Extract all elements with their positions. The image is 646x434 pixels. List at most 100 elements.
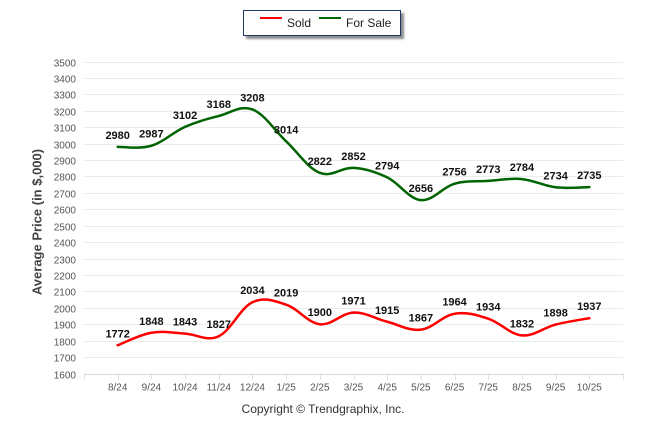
y-tick-label: 3300 — [54, 91, 77, 102]
legend-swatch-sold — [260, 17, 282, 19]
legend-label-sold: Sold — [287, 16, 312, 30]
data-label-for-sale: 2852 — [341, 151, 365, 163]
data-point-for-sale — [284, 140, 288, 143]
y-axis-ticks: 1600 1700 1800 1900 2000 2100 2200 2300 2400 2500… — [54, 59, 77, 382]
data-point-for-sale — [453, 182, 456, 185]
data-point-sold — [453, 312, 456, 315]
data-point-for-sale — [588, 185, 591, 189]
series-lines — [116, 106, 591, 347]
data-point-for-sale — [520, 177, 524, 181]
data-label-for-sale: 3208 — [240, 92, 264, 104]
data-point-sold — [217, 335, 220, 338]
data-label-sold: 2034 — [240, 285, 265, 297]
data-point-sold — [520, 334, 524, 337]
x-tick-label: 6/25 — [445, 383, 465, 394]
data-label-sold: 1898 — [543, 308, 567, 320]
data-label-for-sale: 2773 — [476, 164, 500, 176]
data-point-for-sale — [183, 125, 187, 129]
data-label-for-sale: 2756 — [442, 167, 466, 179]
data-point-sold — [487, 317, 490, 320]
x-tick-label: 2/25 — [310, 383, 330, 394]
data-label-sold: 1900 — [308, 307, 332, 319]
y-tick-label: 1700 — [54, 354, 77, 365]
data-point-sold — [183, 332, 187, 335]
data-point-for-sale — [116, 145, 119, 149]
data-point-sold — [116, 344, 119, 347]
data-label-for-sale: 2734 — [543, 170, 568, 182]
legend: Sold For Sale — [243, 10, 401, 36]
x-tick-label: 10/24 — [173, 383, 198, 394]
y-tick-label: 1900 — [54, 321, 77, 332]
data-point-sold — [554, 323, 557, 326]
y-tick-label: 3200 — [54, 108, 77, 119]
x-tick-label: 10/25 — [577, 383, 602, 394]
data-label-sold: 1832 — [510, 318, 534, 330]
data-point-sold — [385, 320, 389, 323]
data-label-for-sale: 2987 — [139, 129, 163, 141]
y-tick-label: 2100 — [54, 288, 77, 299]
data-point-for-sale — [352, 166, 355, 170]
data-label-for-sale: 2735 — [577, 170, 601, 182]
data-point-for-sale — [487, 179, 490, 183]
data-point-for-sale — [150, 144, 153, 147]
y-tick-label: 3500 — [54, 59, 77, 70]
data-point-for-sale — [554, 186, 557, 189]
x-tick-label: 5/25 — [411, 383, 431, 394]
data-label-for-sale: 3168 — [207, 99, 231, 111]
data-labels: 1772 1848 1843 1827 2034 2019 1900 1971 1915 1867… — [105, 92, 601, 340]
data-label-sold: 1964 — [442, 297, 467, 309]
data-point-sold — [352, 311, 355, 314]
data-label-sold: 1867 — [409, 313, 433, 325]
data-label-sold: 1937 — [577, 301, 601, 313]
data-point-sold — [588, 316, 591, 320]
y-tick-label: 2700 — [54, 190, 77, 201]
y-tick-label: 3400 — [54, 75, 77, 86]
data-point-sold — [284, 303, 288, 306]
data-label-for-sale: 3014 — [274, 124, 299, 136]
x-tick-label: 9/24 — [142, 383, 162, 394]
data-label-sold: 1843 — [173, 317, 197, 329]
data-label-for-sale: 2784 — [510, 162, 535, 174]
x-tick-label: 3/25 — [344, 383, 364, 394]
legend-swatch-for-sale — [319, 17, 341, 19]
data-label-for-sale: 3102 — [173, 110, 197, 122]
legend-label-for-sale: For Sale — [346, 16, 392, 30]
x-tick-label: 8/24 — [108, 383, 128, 394]
data-label-sold: 1934 — [476, 302, 501, 314]
data-label-for-sale: 2794 — [375, 160, 400, 172]
x-tick-label: 4/25 — [377, 383, 397, 394]
data-label-sold: 1915 — [375, 305, 399, 317]
data-label-sold: 2019 — [274, 288, 298, 300]
y-tick-label: 1600 — [54, 371, 77, 382]
x-tick-label: 8/25 — [512, 383, 532, 394]
x-tick-label: 1/25 — [276, 383, 296, 394]
data-point-for-sale — [419, 198, 423, 202]
data-point-sold — [150, 331, 153, 334]
x-tick-label: 9/25 — [546, 383, 566, 394]
y-axis-label: Average Price (in $,000) — [29, 148, 45, 296]
y-tick-label: 2900 — [54, 157, 77, 168]
data-point-for-sale — [318, 171, 322, 175]
data-label-for-sale: 2822 — [308, 156, 332, 168]
y-tick-label: 3100 — [54, 124, 77, 135]
data-label-sold: 1772 — [105, 328, 129, 340]
data-point-sold — [251, 301, 254, 304]
data-label-for-sale: 2656 — [409, 183, 433, 195]
y-tick-label: 3000 — [54, 141, 77, 152]
data-label-for-sale: 2980 — [105, 130, 129, 142]
y-tick-label: 2500 — [54, 223, 77, 234]
y-tick-label: 1800 — [54, 338, 77, 349]
data-point-for-sale — [217, 114, 220, 118]
y-tick-label: 2800 — [54, 173, 77, 184]
copyright-footer: Copyright © Trendgraphix, Inc. — [241, 402, 405, 416]
x-tick-label: 7/25 — [479, 383, 499, 394]
data-point-for-sale — [251, 108, 254, 111]
data-point-sold — [318, 323, 322, 326]
data-label-sold: 1827 — [207, 319, 231, 331]
x-axis: 8/24 9/24 10/24 11/24 12/24 1/25 2/25 3/25 4/25 5… — [84, 373, 624, 394]
x-tick-label: 12/24 — [240, 383, 265, 394]
data-point-for-sale — [385, 176, 389, 179]
y-tick-label: 2600 — [54, 206, 77, 217]
data-point-sold — [419, 328, 423, 331]
